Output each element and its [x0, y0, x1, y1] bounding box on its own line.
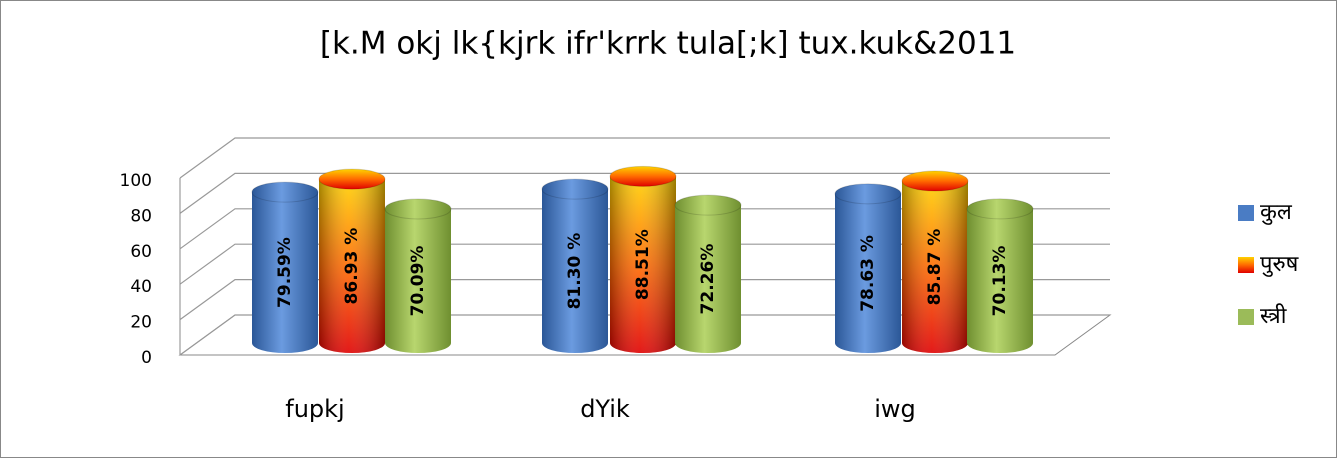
x-tick-label: iwg: [874, 395, 916, 423]
value-label: 86.93 %: [342, 228, 362, 305]
bar: [609, 165, 677, 353]
bar-top: [674, 194, 742, 216]
bar-shade: [902, 181, 968, 353]
y-tick-label: 100: [120, 171, 152, 191]
legend-label: पुरुष: [1260, 252, 1300, 277]
bar-top: [251, 181, 319, 203]
legend-swatch: [1238, 257, 1254, 273]
bar-body: [542, 189, 608, 353]
grid-line: [179, 137, 1110, 179]
value-label: 72.26%: [698, 244, 718, 315]
value-label: 81.30 %: [565, 233, 585, 310]
bar-top: [901, 170, 969, 192]
chart-title: [k.M okj lk{kjrk ifr'krrk tula[;k] tux.k…: [320, 26, 1016, 62]
value-label: 88.51%: [633, 229, 653, 300]
value-label: 70.09%: [408, 246, 428, 317]
bar-top: [318, 168, 386, 190]
bar-shade: [610, 176, 676, 353]
y-tick-label: 0: [141, 348, 152, 368]
grid-line: [179, 279, 1110, 321]
legend-swatch: [1238, 309, 1254, 325]
bar-top: [541, 178, 609, 200]
bar: [674, 194, 742, 353]
legend-label: स्त्री: [1260, 303, 1287, 329]
bar-body: [675, 205, 741, 353]
grid-line: [179, 243, 1110, 285]
bar-body: [967, 208, 1033, 353]
bar-top: [966, 198, 1034, 220]
value-label: 78.63 %: [858, 235, 878, 312]
bar-top: [834, 183, 902, 205]
bar-top: [609, 165, 677, 187]
value-label: 79.59%: [275, 237, 295, 308]
bar: [251, 181, 319, 353]
bar: [318, 168, 386, 353]
bar: [834, 183, 902, 353]
bar: [541, 178, 609, 353]
legend-swatch: [1238, 205, 1254, 221]
grid-line: [179, 172, 1110, 214]
value-label: 70.13%: [990, 246, 1010, 317]
y-tick-label: 20: [130, 313, 152, 333]
grid-line: [179, 208, 1110, 250]
legend-label: कुल: [1260, 200, 1293, 225]
x-tick-label: dYik: [580, 395, 630, 423]
x-tick-label: fupkj: [285, 395, 344, 423]
value-label: 85.87 %: [925, 229, 945, 306]
bar-shade: [319, 179, 385, 353]
y-tick-label: 40: [130, 277, 152, 297]
bar: [966, 198, 1034, 353]
grid-line: [179, 314, 1110, 356]
y-tick-label: 80: [130, 206, 152, 226]
bar: [384, 198, 452, 353]
bar-body: [385, 208, 451, 353]
bar-body: [835, 193, 901, 353]
bar: [901, 170, 969, 353]
bar-body: [252, 192, 318, 353]
y-tick-label: 60: [130, 242, 152, 262]
bar-top: [384, 198, 452, 220]
